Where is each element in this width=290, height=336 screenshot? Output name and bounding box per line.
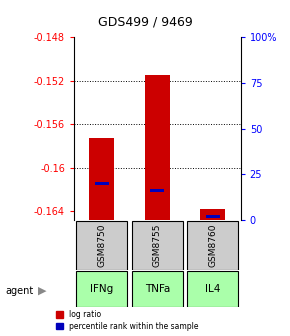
Text: GDS499 / 9469: GDS499 / 9469 <box>98 15 192 28</box>
FancyBboxPatch shape <box>132 221 183 270</box>
Text: GSM8750: GSM8750 <box>97 223 106 267</box>
Bar <box>89 138 114 220</box>
Text: IL4: IL4 <box>205 284 221 294</box>
Bar <box>145 75 170 220</box>
FancyBboxPatch shape <box>76 271 127 307</box>
Text: ▶: ▶ <box>38 286 46 296</box>
FancyBboxPatch shape <box>132 271 183 307</box>
Text: GSM8760: GSM8760 <box>209 223 218 267</box>
FancyBboxPatch shape <box>187 271 238 307</box>
Text: TNFa: TNFa <box>145 284 170 294</box>
FancyBboxPatch shape <box>76 221 127 270</box>
Bar <box>206 215 220 218</box>
Text: IFNg: IFNg <box>90 284 113 294</box>
Legend: log ratio, percentile rank within the sample: log ratio, percentile rank within the sa… <box>56 310 199 331</box>
Text: agent: agent <box>6 286 34 296</box>
Bar <box>200 209 225 220</box>
FancyBboxPatch shape <box>187 221 238 270</box>
Bar <box>151 189 164 193</box>
Text: GSM8755: GSM8755 <box>153 223 162 267</box>
Bar <box>95 182 109 185</box>
